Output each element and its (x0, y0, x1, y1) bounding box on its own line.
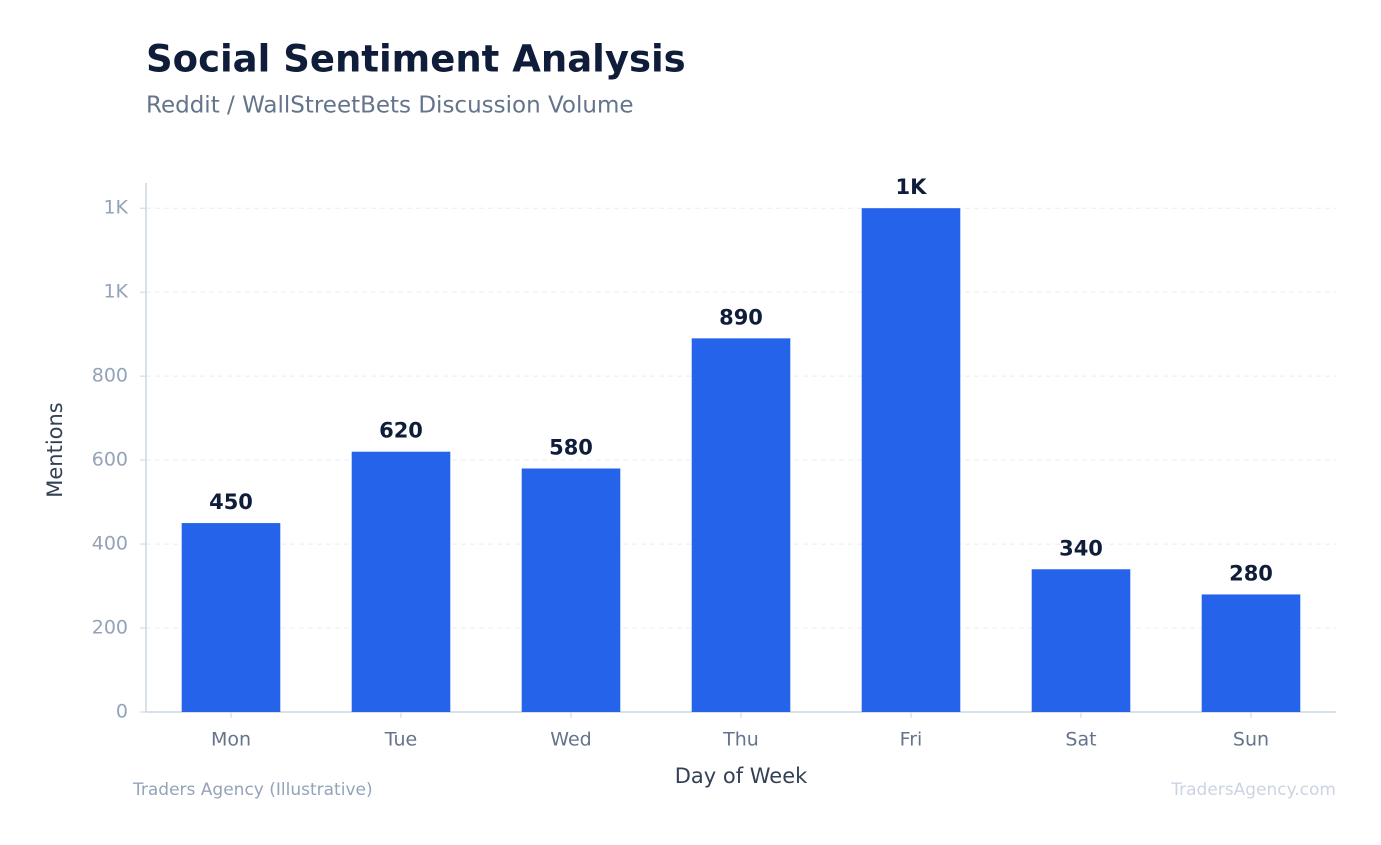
chart-title: Social Sentiment Analysis (146, 38, 686, 81)
y-tick-label: 200 (92, 617, 128, 639)
x-tick-label: Thu (722, 729, 759, 751)
y-tick-label: 0 (116, 701, 128, 723)
x-tick-label: Fri (900, 729, 923, 751)
chart-subtitle: Reddit / WallStreetBets Discussion Volum… (146, 93, 634, 119)
bar (351, 451, 451, 712)
data-label: 620 (379, 419, 423, 443)
y-tick-label: 1K (103, 281, 128, 303)
x-tick-label: Tue (384, 729, 417, 751)
y-tick-label: 1K (103, 197, 128, 219)
x-axis-label: Day of Week (675, 764, 808, 788)
data-label: 340 (1059, 536, 1103, 560)
x-tick-label: Wed (550, 729, 591, 751)
bar (521, 468, 621, 712)
data-label: 450 (209, 490, 253, 514)
y-axis-label: Mentions (43, 402, 67, 498)
source-note: Traders Agency (Illustrative) (132, 780, 373, 800)
x-tick-label: Sat (1065, 729, 1096, 751)
data-label: 280 (1229, 561, 1273, 585)
bar (1031, 569, 1131, 712)
bar (181, 523, 281, 712)
bar (1201, 594, 1301, 712)
y-tick-label: 600 (92, 449, 128, 471)
x-tick-label: Sun (1233, 729, 1269, 751)
data-label: 580 (549, 435, 593, 459)
y-tick-label: 400 (92, 533, 128, 555)
bar (691, 338, 791, 712)
bar (861, 208, 961, 712)
data-label: 890 (719, 305, 763, 329)
data-label: 1K (896, 175, 928, 199)
watermark: TradersAgency.com (1170, 780, 1336, 800)
x-tick-label: Mon (211, 729, 251, 751)
y-tick-label: 800 (92, 365, 128, 387)
